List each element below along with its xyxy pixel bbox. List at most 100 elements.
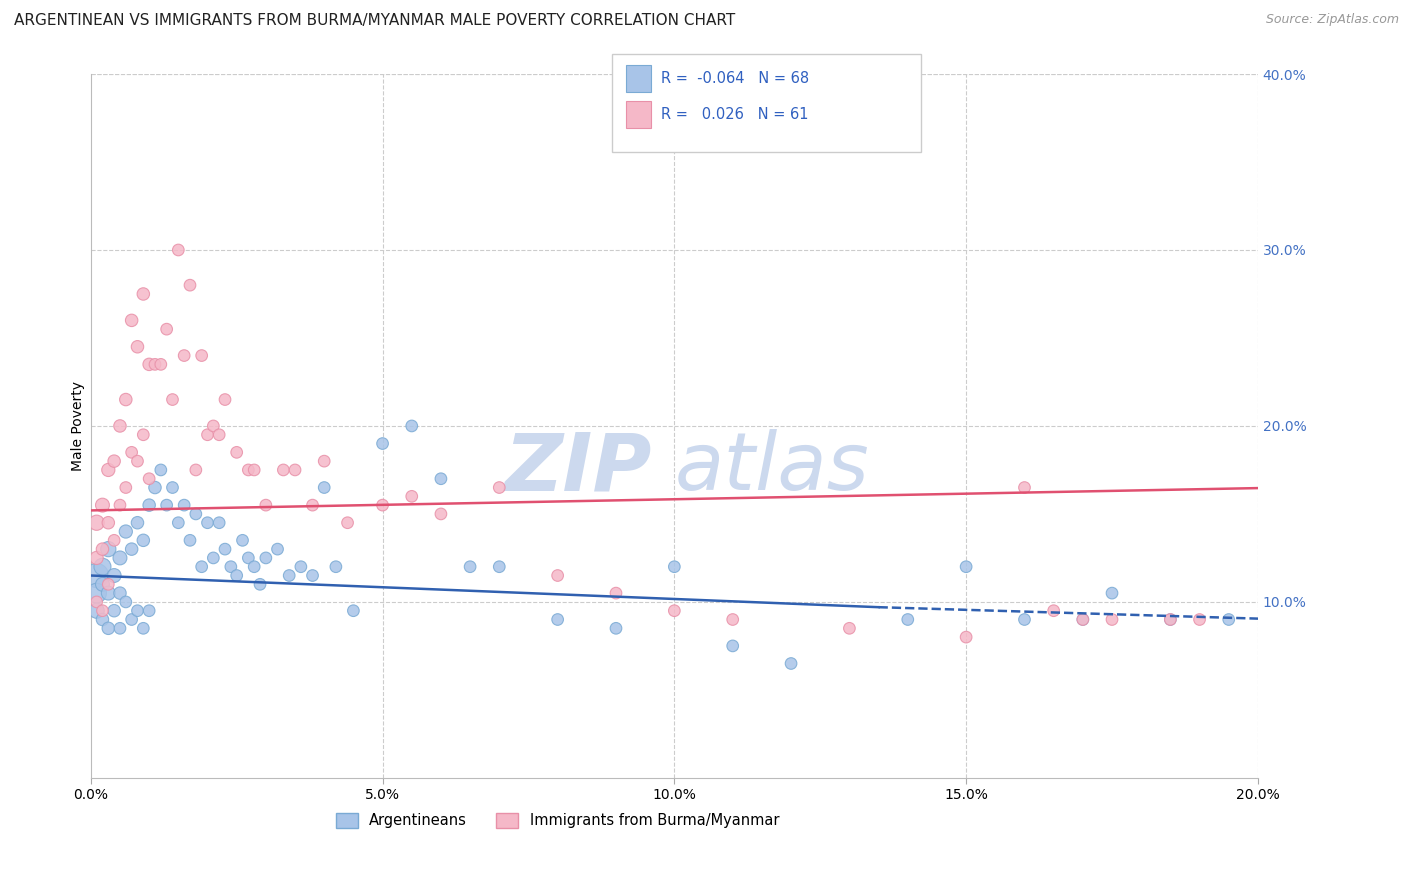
Point	[254, 498, 277, 512]
Point	[301, 498, 323, 512]
Point	[231, 533, 253, 548]
Point	[1159, 613, 1181, 627]
Point	[488, 559, 510, 574]
Point	[114, 595, 136, 609]
Point	[219, 559, 242, 574]
Point	[86, 568, 108, 582]
Point	[214, 542, 236, 557]
Point	[86, 586, 108, 600]
Point	[1071, 613, 1094, 627]
Point	[86, 604, 108, 618]
Point	[254, 550, 277, 565]
Point	[143, 481, 166, 495]
Point	[238, 550, 260, 565]
Point	[184, 463, 207, 477]
Point	[547, 568, 569, 582]
Text: ARGENTINEAN VS IMMIGRANTS FROM BURMA/MYANMAR MALE POVERTY CORRELATION CHART: ARGENTINEAN VS IMMIGRANTS FROM BURMA/MYA…	[14, 13, 735, 29]
Point	[91, 542, 114, 557]
Point	[108, 498, 131, 512]
Point	[314, 454, 336, 468]
Point	[143, 357, 166, 371]
Point	[664, 604, 686, 618]
Point	[108, 586, 131, 600]
Point	[108, 550, 131, 565]
Point	[1071, 613, 1094, 627]
Point	[127, 340, 149, 354]
Point	[1101, 586, 1123, 600]
Point	[132, 427, 155, 442]
Point	[605, 621, 627, 635]
Point	[401, 489, 423, 503]
Point	[273, 463, 295, 477]
Point	[97, 516, 120, 530]
Point	[547, 613, 569, 627]
Point	[401, 419, 423, 434]
Point	[284, 463, 307, 477]
Point	[371, 498, 394, 512]
Point	[184, 507, 207, 521]
Point	[86, 595, 108, 609]
Point	[167, 516, 190, 530]
Point	[132, 533, 155, 548]
Point	[1014, 481, 1036, 495]
Y-axis label: Male Poverty: Male Poverty	[72, 381, 86, 471]
Point	[249, 577, 271, 591]
Point	[458, 559, 481, 574]
Point	[1042, 604, 1064, 618]
Point	[86, 550, 108, 565]
Point	[97, 586, 120, 600]
Point	[162, 392, 184, 407]
Point	[430, 507, 453, 521]
Point	[91, 559, 114, 574]
Point	[190, 349, 212, 363]
Point	[179, 278, 201, 293]
Point	[173, 498, 195, 512]
Point	[138, 357, 160, 371]
Point	[132, 287, 155, 301]
Point	[114, 524, 136, 539]
Text: ZIP: ZIP	[503, 429, 651, 508]
Point	[1188, 613, 1211, 627]
Point	[197, 427, 219, 442]
Point	[97, 621, 120, 635]
Point	[314, 481, 336, 495]
Point	[121, 313, 143, 327]
Point	[103, 568, 125, 582]
Point	[225, 568, 247, 582]
Point	[955, 559, 977, 574]
Point	[897, 613, 920, 627]
Point	[114, 392, 136, 407]
Point	[243, 463, 266, 477]
Point	[336, 516, 359, 530]
Point	[208, 427, 231, 442]
Point	[103, 454, 125, 468]
Point	[97, 542, 120, 557]
Point	[1159, 613, 1181, 627]
Point	[138, 604, 160, 618]
Point	[202, 550, 225, 565]
Point	[97, 463, 120, 477]
Point	[121, 613, 143, 627]
Point	[838, 621, 860, 635]
Point	[278, 568, 301, 582]
Legend: Argentineans, Immigrants from Burma/Myanmar: Argentineans, Immigrants from Burma/Myan…	[330, 807, 786, 834]
Point	[1014, 613, 1036, 627]
Point	[121, 542, 143, 557]
Point	[266, 542, 288, 557]
Point	[488, 481, 510, 495]
Point	[91, 577, 114, 591]
Point	[605, 586, 627, 600]
Point	[149, 357, 172, 371]
Point	[138, 472, 160, 486]
Point	[243, 559, 266, 574]
Point	[238, 463, 260, 477]
Point	[179, 533, 201, 548]
Point	[138, 498, 160, 512]
Point	[342, 604, 364, 618]
Point	[108, 419, 131, 434]
Point	[197, 516, 219, 530]
Point	[108, 621, 131, 635]
Point	[127, 454, 149, 468]
Point	[325, 559, 347, 574]
Point	[1101, 613, 1123, 627]
